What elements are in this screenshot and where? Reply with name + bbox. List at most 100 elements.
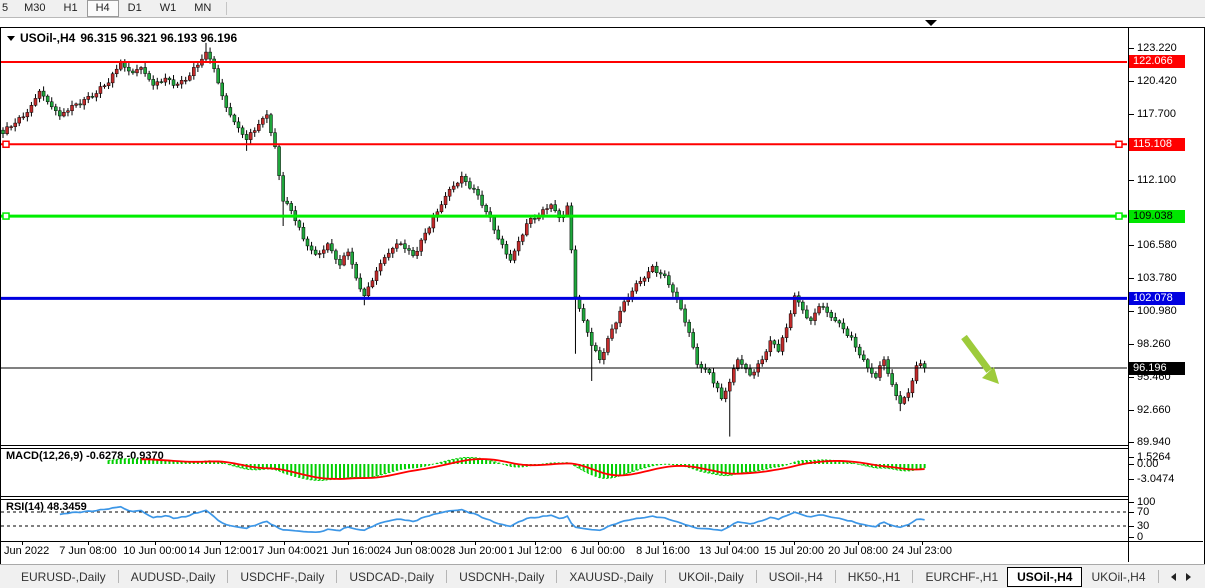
macd-tick-label: -3.0474 [1137, 472, 1175, 485]
time-tick-mark [284, 541, 285, 545]
price-tick-label: 120.420 [1137, 75, 1177, 88]
tf-button-d1[interactable]: D1 [127, 2, 142, 14]
macd-tick-label: 0.00 [1137, 458, 1159, 470]
tab-eurchf-h1[interactable]: EURCHF-,H1 [925, 569, 999, 584]
price-tick-mark [1129, 442, 1134, 443]
rsi-tick-mark [1129, 526, 1134, 527]
time-tick-mark [475, 541, 476, 545]
panel-separator [1, 496, 1128, 497]
tab-ukoil-h4[interactable]: UKOil-,H4 [1091, 569, 1146, 584]
rsi-tick-label: 0 [1137, 530, 1144, 543]
rsi-tick-label: 30 [1137, 520, 1150, 532]
time-tick-mark [220, 541, 221, 545]
time-tick-mark [348, 541, 349, 545]
macd-panel-top-border [1, 448, 1128, 449]
tf-button-h4[interactable]: H4 [86, 0, 119, 17]
tab-usdcad-daily[interactable]: USDCAD-,Daily [349, 569, 435, 584]
time-tick-mark [858, 541, 859, 545]
chart-window [0, 27, 1205, 565]
price-badge-102.078: 102.078 [1129, 291, 1185, 305]
macd-tick-mark [1129, 464, 1134, 465]
price-badge-109.038: 109.038 [1129, 209, 1185, 223]
tab-scroll-right-icon[interactable] [1186, 572, 1191, 581]
tab-xauusd-daily[interactable]: XAUUSD-,Daily [569, 569, 654, 584]
time-axis-border [0, 541, 1203, 542]
price-tick-mark [1129, 376, 1134, 378]
tab-scroll-arrows [1171, 572, 1205, 581]
rsi-label: RSI(14) 48.3459 [6, 501, 87, 513]
tab-eurusd-daily[interactable]: EURUSD-,Daily [21, 569, 106, 584]
tab-usdcnh-daily[interactable]: USDCNH-,Daily [459, 569, 545, 584]
time-tick-mark [22, 541, 23, 545]
tab-usdchf-daily[interactable]: USDCHF-,Daily [240, 569, 325, 584]
price-tick-mark [1129, 81, 1134, 83]
toolbar-separator [226, 2, 228, 15]
price-tick-mark [1129, 343, 1134, 345]
price-tick-mark [1129, 311, 1134, 313]
price-badge-122.066: 122.066 [1129, 55, 1185, 69]
tf-button-mn[interactable]: MN [194, 2, 212, 14]
time-tick-label: 17 Jun 04:00 [252, 545, 316, 557]
price-tick-label: 123.220 [1137, 42, 1177, 55]
time-tick-mark [411, 541, 412, 545]
time-tick-label: 13 Jul 04:00 [699, 545, 759, 557]
price-badge-115.108: 115.108 [1129, 137, 1185, 151]
price-axis-divider [1128, 28, 1129, 562]
macd-label: MACD(12,26,9) -0.6278 -0.9370 [6, 450, 164, 462]
price-tick-label: 100.980 [1137, 305, 1177, 318]
time-tick-label: 6 Jul 00:00 [571, 545, 625, 557]
price-tick-mark [1129, 113, 1134, 115]
tf-button-h1[interactable]: H1 [63, 2, 78, 14]
rsi-tick-mark [1129, 512, 1134, 513]
chevron-down-icon[interactable] [7, 35, 15, 41]
time-tick-mark [922, 541, 923, 545]
price-tick-mark [1129, 278, 1134, 280]
chart-title: USOil-,H4 96.315 96.321 96.193 96.196 [7, 31, 237, 45]
tab-usoil-h4[interactable]: USOil-,H4 [768, 569, 823, 584]
rsi-tick-mark [1129, 536, 1134, 538]
rsi-tick-label: 100 [1137, 495, 1156, 508]
time-tick-label: 10 Jun 00:00 [123, 545, 187, 557]
tab-ukoil-daily[interactable]: UKOil-,Daily [678, 569, 744, 584]
time-tick-mark [88, 541, 89, 545]
macd-tick-mark [1129, 478, 1134, 480]
macd-tick-label: 1.5264 [1137, 450, 1171, 463]
time-tick-mark [794, 541, 795, 545]
price-tick-mark [1129, 179, 1134, 181]
price-tick-label: 98.260 [1137, 337, 1171, 350]
time-tick-mark [535, 541, 536, 545]
chart-tabs-bar: EURUSD-,Daily AUDUSD-,Daily USDCHF-,Dail… [0, 564, 1205, 588]
time-tick-label: 1 Jul 12:00 [508, 545, 562, 557]
time-tick-label: 21 Jun 16:00 [316, 545, 380, 557]
price-tick-label: 112.100 [1137, 173, 1176, 186]
time-tick-label: 8 Jul 16:00 [636, 545, 690, 557]
time-tick-mark [663, 541, 664, 545]
tab-audusd-daily[interactable]: AUDUSD-,Daily [130, 569, 216, 584]
tab-scroll-left-icon[interactable] [1171, 572, 1176, 581]
tab-hk50-h1[interactable]: HK50-,H1 [847, 569, 901, 584]
price-badge-96.196: 96.196 [1129, 361, 1185, 375]
time-tick-label: 20 Jul 08:00 [828, 545, 888, 557]
price-tick-label: 106.580 [1137, 239, 1177, 252]
macd-tick-mark [1129, 456, 1134, 458]
time-tick-mark [155, 541, 156, 545]
rsi-tick-mark [1129, 501, 1134, 503]
rsi-tick-label: 70 [1137, 506, 1150, 518]
price-tick-label: 92.660 [1137, 403, 1171, 416]
chart-shift-marker[interactable] [925, 20, 937, 26]
price-tick-label: 117.700 [1137, 107, 1176, 120]
tf-button-w1[interactable]: W1 [159, 2, 177, 14]
tf-button-m5[interactable]: 5 [2, 2, 9, 14]
panel-separator [1, 445, 1128, 446]
price-tick-label: 103.780 [1137, 272, 1177, 285]
time-tick-label: 15 Jul 20:00 [764, 545, 824, 557]
tf-button-m30[interactable]: M30 [24, 2, 46, 14]
time-tick-label: 7 Jun 08:00 [59, 545, 117, 557]
time-tick-label: 28 Jun 20:00 [443, 545, 507, 557]
tab-usoil-h4-active[interactable]: USOil-,H4 [1007, 566, 1083, 587]
time-tick-label: 24 Jun 08:00 [379, 545, 443, 557]
price-tick-mark [1129, 409, 1134, 411]
chart-symbol: USOil-,H4 [20, 31, 76, 45]
time-tick-label: 2 Jun 2022 [0, 545, 50, 557]
